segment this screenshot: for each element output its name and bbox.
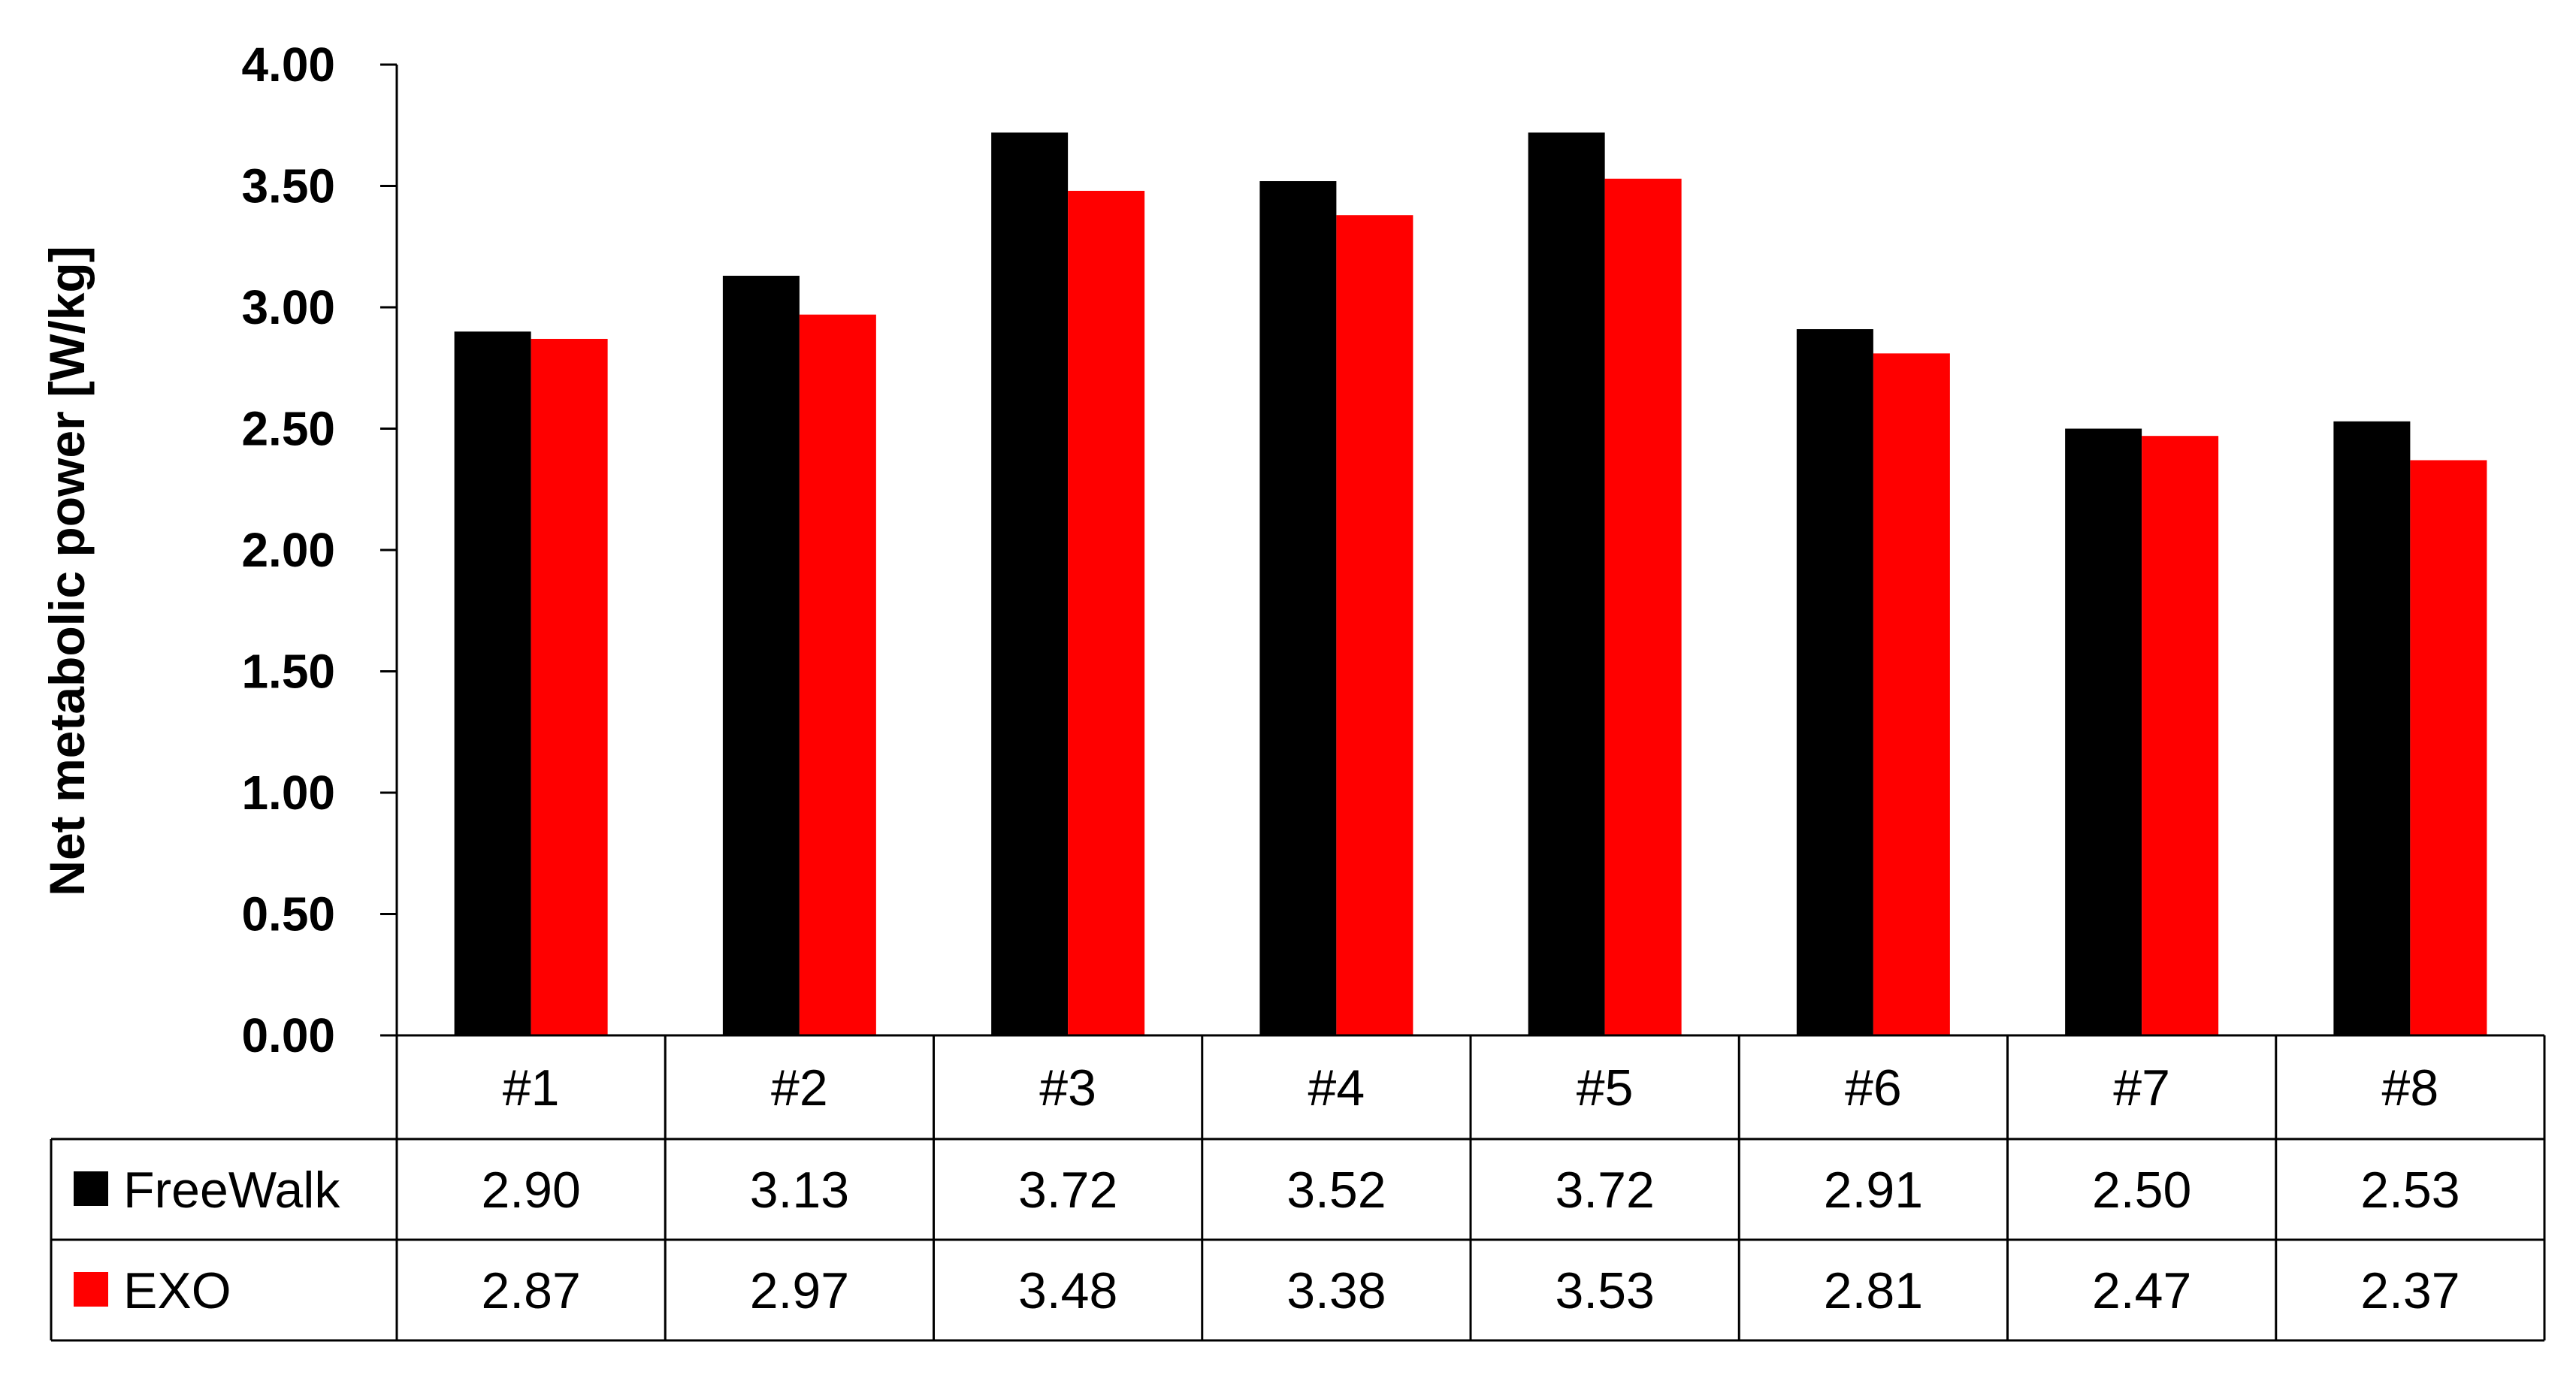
data-label-exo: 3.53 [1555,1262,1654,1319]
x-category-label: #3 [1039,1059,1096,1117]
y-axis-label: Net metabolic power [W/kg] [39,246,95,896]
y-tick-label: 0.50 [241,887,335,941]
x-category-label: #5 [1577,1059,1634,1117]
y-tick-label: 1.50 [241,645,335,699]
bar-exo-5 [1604,178,1682,1035]
bar-exo-8 [2410,460,2487,1035]
legend-swatch-freewalk [74,1171,108,1206]
bar-freewalk-8 [2333,421,2411,1035]
y-axis: 0.00 0.50 1.00 1.50 2.00 2.50 3.00 3.50 4.00 [241,38,398,1062]
x-category-label: #1 [503,1059,560,1117]
bar-freewalk-5 [1528,132,1605,1036]
bar-freewalk-2 [722,276,800,1035]
bar-exo-1 [531,338,608,1035]
data-label-exo: 2.81 [1824,1262,1923,1319]
legend-swatch-exo [74,1272,108,1307]
bar-exo-6 [1873,353,1950,1035]
data-label-exo: 2.37 [2360,1262,2460,1319]
data-label-exo: 2.47 [2092,1262,2191,1319]
bar-freewalk-1 [454,331,531,1035]
legend-label-freewalk: FreeWalk [123,1162,340,1219]
data-label-freewalk: 2.91 [1824,1162,1923,1219]
data-label-exo: 3.48 [1018,1262,1117,1319]
data-label-exo: 2.97 [750,1262,849,1319]
bars [454,132,2487,1036]
y-tick-label: 1.00 [241,766,335,820]
bar-exo-3 [1068,190,1145,1036]
x-category-label: #4 [1308,1059,1365,1117]
data-label-freewalk: 2.90 [481,1162,580,1219]
data-label-freewalk: 2.50 [2092,1162,2191,1219]
data-label-freewalk: 3.72 [1555,1162,1654,1219]
bar-exo-7 [2142,436,2219,1035]
data-label-freewalk: 3.52 [1286,1162,1386,1219]
legend-label-exo: EXO [123,1262,231,1319]
y-tick-label: 2.50 [241,402,335,456]
x-category-label: #2 [771,1059,828,1117]
bar-freewalk-3 [991,132,1069,1036]
x-category-label: #8 [2382,1059,2439,1117]
data-label-freewalk: 3.72 [1018,1162,1117,1219]
bar-exo-4 [1336,215,1413,1035]
data-label-freewalk: 2.53 [2360,1162,2460,1219]
y-tick-label: 2.00 [241,523,335,577]
data-label-exo: 3.38 [1286,1262,1386,1319]
bar-freewalk-7 [2065,428,2142,1035]
x-category-label: #7 [2113,1059,2170,1117]
data-label-freewalk: 3.13 [750,1162,849,1219]
bar-freewalk-4 [1259,181,1337,1035]
data-table: #1 #2 #3 #4 #5 #6 #7 #8 FreeWalk 2.90 3.13 3.72 3.52… [50,1034,2546,1342]
x-category-label: #6 [1845,1059,1902,1117]
y-tick-label: 0.00 [241,1008,335,1062]
bar-exo-2 [799,314,876,1035]
y-tick-label: 4.00 [241,38,335,92]
y-tick-label: 3.50 [241,159,335,213]
y-tick-label: 3.00 [241,280,335,334]
bar-freewalk-6 [1796,329,1873,1035]
data-label-exo: 2.87 [481,1262,580,1319]
